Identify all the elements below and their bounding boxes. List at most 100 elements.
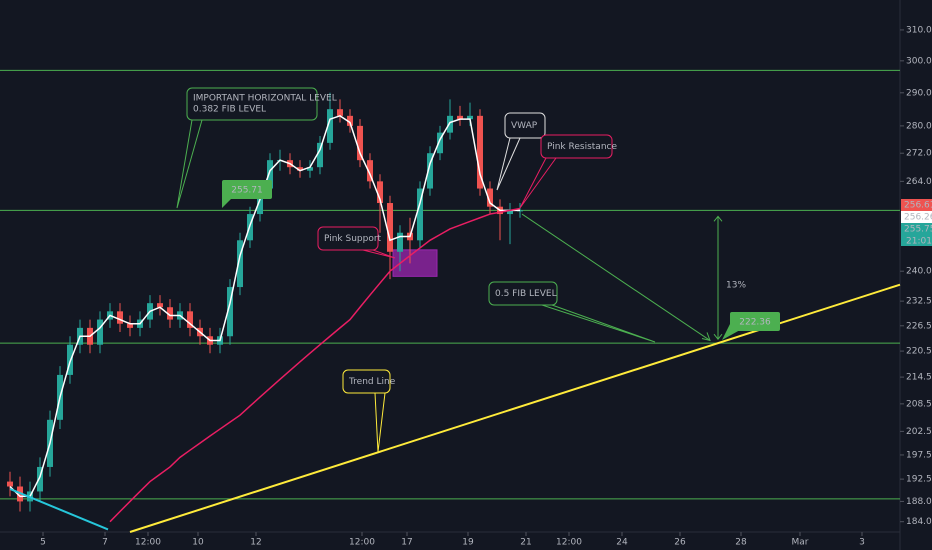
- level-label: 222.36: [739, 318, 771, 328]
- callout-text: Trend Line: [348, 377, 396, 387]
- x-tick-label: Mar: [792, 538, 809, 548]
- candle-body: [397, 232, 403, 252]
- callout-box: [186, 87, 318, 121]
- candle-body: [357, 125, 363, 161]
- x-tick-label: 26: [674, 538, 686, 548]
- x-tick-label: 28: [735, 538, 747, 548]
- callout-text: 0.382 FIB LEVEL: [193, 105, 266, 115]
- callout-box: [342, 369, 391, 394]
- price-tag: [901, 199, 932, 211]
- callout-pointer: [374, 392, 386, 453]
- x-tick-label: 10: [192, 538, 204, 548]
- candle-body: [437, 132, 443, 154]
- candle-body: [167, 307, 173, 320]
- callout-text: VWAP: [511, 121, 538, 131]
- candle-body: [227, 287, 233, 337]
- x-tick-label: 24: [616, 538, 628, 548]
- candle-body: [337, 109, 343, 116]
- y-tick-label: 184.00: [906, 517, 932, 527]
- x-tick-label: 21: [520, 538, 531, 548]
- x-tick-label: 5: [40, 538, 46, 548]
- candle-body: [457, 115, 463, 120]
- candle-body: [377, 181, 383, 204]
- candle-body: [447, 115, 453, 133]
- candle-body: [97, 319, 103, 345]
- candle-body: [327, 109, 333, 143]
- candle-body: [347, 115, 353, 126]
- callout-pointer: [541, 304, 656, 343]
- candle-body: [237, 240, 243, 288]
- arrow-head: [701, 332, 711, 342]
- callout-box: [540, 134, 613, 159]
- candle-body: [157, 303, 163, 308]
- y-tick-label: 208.50: [906, 399, 932, 409]
- x-tick-label: 12: [250, 538, 261, 548]
- y-tick-label: 220.50: [906, 347, 932, 357]
- callout-pointer: [519, 157, 557, 209]
- price-tag-label: 255.75: [904, 225, 932, 235]
- countdown-label: 21:01: [906, 237, 932, 247]
- y-tick-label: 290.00: [906, 88, 932, 98]
- y-tick-label: 300.00: [906, 56, 932, 66]
- candle-body: [117, 311, 123, 324]
- candle-body: [297, 167, 303, 171]
- y-tick-label: 272.00: [906, 149, 932, 159]
- candle-body: [417, 188, 423, 241]
- callout-pointer: [176, 119, 203, 209]
- price-tag-label: 256.61: [904, 201, 932, 211]
- callout-box: [488, 281, 558, 306]
- price-tag: [901, 223, 932, 235]
- drawn-line: [521, 213, 711, 341]
- countdown-tag: [901, 235, 932, 246]
- measure-head: [713, 215, 723, 340]
- drawn-line: [9, 488, 109, 531]
- candle-body: [127, 323, 133, 328]
- y-tick-label: 192.50: [906, 475, 932, 485]
- x-tick-label: 12:00: [349, 538, 375, 548]
- callout-box: [317, 226, 379, 251]
- candle-body: [467, 115, 473, 120]
- level-box: [730, 312, 780, 331]
- x-tick-label: 12:00: [556, 538, 582, 548]
- y-tick-label: 226.50: [906, 321, 932, 331]
- candle-body: [7, 481, 13, 487]
- callout-text: Pink Resistance: [547, 142, 617, 152]
- candle-body: [387, 203, 393, 252]
- candle-body: [367, 160, 373, 182]
- callout-text: Pink Support: [324, 234, 382, 244]
- price-tag-label: 256.26: [904, 213, 932, 223]
- y-tick-label: 197.50: [906, 450, 932, 460]
- x-tick-label: 12:00: [135, 538, 161, 548]
- x-tick-label: 17: [401, 538, 412, 548]
- x-tick-label: 7: [102, 538, 108, 548]
- y-tick-label: 202.50: [906, 427, 932, 437]
- level-box: [222, 180, 272, 199]
- y-tick-label: 280.00: [906, 121, 932, 131]
- candle-body: [477, 115, 483, 189]
- x-tick-label: 19: [462, 538, 474, 548]
- candle-body: [267, 160, 273, 189]
- callout-box: [504, 112, 546, 139]
- x-tick-label: 3: [859, 538, 865, 548]
- callout-pointer: [362, 249, 396, 259]
- callout-pointer: [496, 137, 521, 191]
- y-tick-label: 264.00: [906, 177, 932, 187]
- candle-body: [427, 153, 433, 189]
- candle-body: [307, 167, 313, 171]
- y-tick-label: 232.50: [906, 297, 932, 307]
- y-tick-label: 240.00: [906, 267, 932, 277]
- candle-body: [507, 210, 513, 215]
- y-tick-label: 188.00: [906, 497, 932, 507]
- callout-text: IMPORTANT HORIZONTAL LEVEL: [193, 94, 337, 104]
- price-tag: [901, 211, 932, 223]
- candle-body: [487, 188, 493, 207]
- indicator-line: [109, 207, 521, 523]
- measure-label: 13%: [726, 281, 746, 291]
- level-label: 255.71: [231, 186, 263, 196]
- callout-text: 0.5 FIB LEVEL: [495, 289, 557, 299]
- candle-body: [187, 311, 193, 328]
- candle-body: [317, 142, 323, 168]
- y-tick-label: 310.00: [906, 25, 932, 35]
